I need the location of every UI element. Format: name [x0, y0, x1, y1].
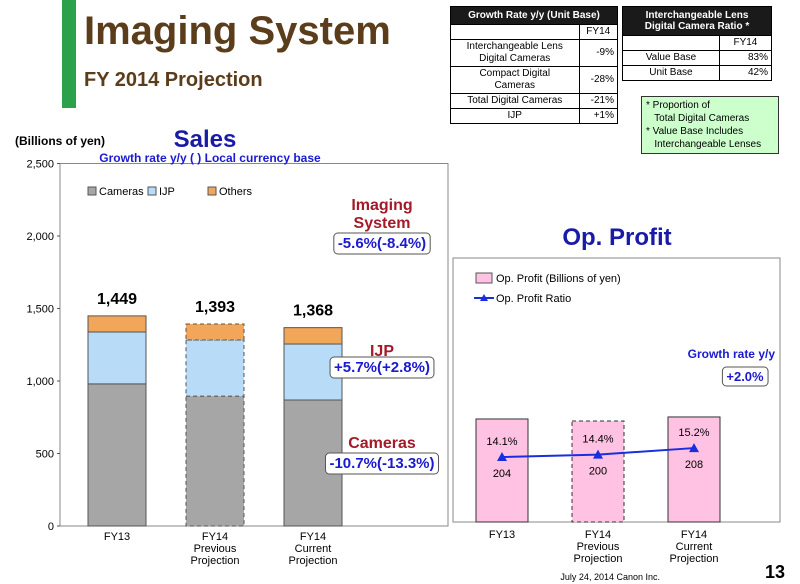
bar-segment	[87, 383, 147, 527]
y-tick-label: 1,500	[26, 304, 54, 316]
page-title: Imaging System	[84, 9, 391, 53]
bar-segment	[87, 331, 147, 385]
x-tick-label: FY13	[489, 529, 515, 541]
x-tick-label: FY13	[104, 531, 130, 543]
logo-bar	[62, 0, 76, 108]
cell: -21%	[578, 93, 618, 109]
growth-table: Growth Rate y/y (Unit Base) FY14 Interch…	[450, 6, 618, 124]
x-tick-label: FY14 Current Projection	[670, 529, 719, 565]
legend-label: IJP	[159, 186, 175, 198]
row-label: Value Base	[622, 50, 720, 66]
table-title: Interchangeable Lens Digital Camera Rati…	[622, 6, 772, 36]
row-label: Total Digital Cameras	[450, 93, 580, 109]
y-tick-label: 2,500	[26, 159, 54, 171]
ratio-label: 14.4%	[582, 434, 613, 446]
growth-label: +5.7%(+2.8%)	[334, 359, 430, 376]
legend-label: Cameras	[99, 186, 144, 198]
row-label: Unit Base	[622, 65, 720, 81]
page-subtitle: FY 2014 Projection	[84, 69, 263, 91]
growth-label: -5.6%(-8.4%)	[338, 235, 426, 252]
growth-box	[333, 232, 431, 255]
cell: 83%	[718, 50, 773, 66]
bar-segment	[185, 323, 245, 341]
legend-swatch	[207, 186, 217, 196]
note-box: * Proportion of Total Digital Cameras * …	[641, 96, 779, 154]
bar	[571, 420, 625, 523]
legend-marker	[480, 294, 488, 301]
total-label: 1,393	[195, 299, 235, 316]
bar-segment	[283, 327, 343, 345]
legend-label: Op. Profit Ratio	[496, 293, 571, 305]
ratio-table: Interchangeable Lens Digital Camera Rati…	[622, 6, 773, 81]
cell: +1%	[578, 108, 618, 124]
row-label: Compact Digital Cameras	[450, 66, 580, 94]
growth-label: +2.0%	[726, 369, 764, 384]
x-tick-label: FY14 Previous Projection	[574, 529, 623, 565]
table-title: Growth Rate y/y (Unit Base)	[450, 6, 618, 25]
plot-frame	[59, 163, 449, 527]
column-header: FY14	[718, 35, 773, 51]
cell: 42%	[718, 65, 773, 81]
cell: -28%	[578, 66, 618, 94]
footer-date: July 24, 2014 Canon Inc.	[560, 572, 660, 582]
y-tick-label: 0	[48, 521, 54, 533]
annotation-label: Imaging System	[351, 197, 412, 232]
bar-label: 208	[685, 459, 703, 471]
bar-label: 204	[493, 468, 511, 480]
annotation-label: IJP	[370, 343, 394, 360]
cell: -9%	[578, 39, 618, 67]
y-tick-label: 500	[36, 449, 54, 461]
bar	[667, 416, 721, 523]
chart-subtitle: Growth rate y/y ( ) Local currency base	[99, 151, 321, 165]
ratio-marker	[497, 452, 507, 462]
annotation-label: Growth rate y/y	[688, 347, 776, 361]
legend-swatch	[147, 186, 157, 196]
chart-title: Op. Profit	[562, 224, 671, 251]
legend-label: Others	[219, 186, 253, 198]
growth-label: -10.7%(-13.3%)	[329, 455, 434, 472]
ratio-label: 15.2%	[678, 427, 709, 439]
legend-swatch	[87, 186, 97, 196]
total-label: 1,449	[97, 291, 137, 308]
bar-label: 200	[589, 466, 607, 478]
ratio-marker	[689, 443, 699, 453]
x-tick-label: FY14 Current Projection	[289, 531, 338, 567]
growth-box	[329, 356, 435, 379]
page-number: 13	[765, 562, 785, 582]
total-label: 1,368	[293, 303, 333, 320]
legend-swatch	[475, 272, 493, 284]
ratio-marker	[593, 449, 603, 459]
bar	[475, 418, 529, 523]
x-tick-label: FY14 Previous Projection	[191, 531, 240, 567]
annotation-label: Cameras	[348, 435, 416, 452]
growth-box	[324, 452, 440, 475]
row-label: IJP	[450, 108, 580, 124]
legend-label: Op. Profit (Billions of yen)	[496, 273, 621, 285]
chart-title: Sales	[174, 126, 237, 153]
bar-segment	[185, 339, 245, 397]
bar-segment	[185, 395, 245, 527]
ratio-label: 14.1%	[486, 436, 517, 448]
row-label: Interchangeable Lens Digital Cameras	[450, 39, 580, 67]
y-tick-label: 1,000	[26, 376, 54, 388]
column-header: FY14	[578, 24, 618, 40]
y-axis-label: (Billions of yen)	[15, 134, 105, 148]
y-tick-label: 2,000	[26, 231, 54, 243]
bar-segment	[87, 315, 147, 333]
growth-box	[721, 366, 769, 387]
